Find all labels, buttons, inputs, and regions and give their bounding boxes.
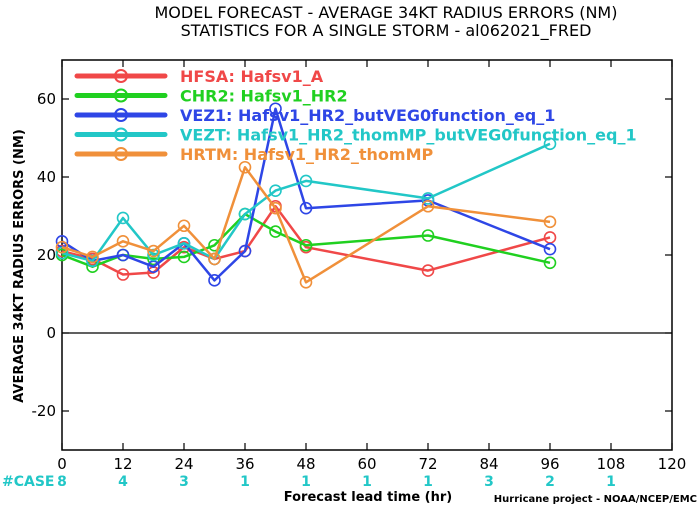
data-point bbox=[421, 264, 435, 277]
axes: 0 12 24 36 48 60 72 84 96 108 120 -20 0 20 40 60 bbox=[32, 60, 687, 473]
legend-item-hrtm: HRTM: Hafsv1_HR2_thomMP bbox=[74, 145, 434, 164]
x-tick-label: 84 bbox=[479, 455, 498, 473]
y-tick-label: 0 bbox=[46, 324, 56, 342]
data-point bbox=[299, 174, 313, 188]
legend-label: VEZT: Hafsv1_HR2_thomMP_butVEG0function_… bbox=[180, 126, 637, 145]
x-axis-label: Forecast lead time (hr) bbox=[284, 490, 452, 505]
data-point bbox=[543, 137, 557, 151]
case-count: 1 bbox=[301, 474, 311, 490]
y-axis-label: AVERAGE 34KT RADIUS ERRORS (NM) bbox=[12, 129, 27, 403]
chart-subtitle: STATISTICS FOR A SINGLE STORM - al062021… bbox=[181, 21, 592, 41]
case-count: 8 bbox=[57, 474, 67, 490]
series-line bbox=[61, 212, 551, 268]
data-point bbox=[299, 238, 313, 252]
data-point bbox=[86, 254, 99, 268]
data-point bbox=[116, 248, 130, 262]
series-chr2 bbox=[55, 207, 557, 274]
legend-item-chr2: CHR2: Hafsv1_HR2 bbox=[74, 87, 348, 106]
x-tick-label: 72 bbox=[418, 455, 437, 473]
data-point bbox=[238, 160, 252, 174]
data-point bbox=[421, 199, 435, 213]
x-tick-label: 0 bbox=[57, 455, 67, 473]
x-tick-label: 120 bbox=[658, 455, 687, 473]
data-point bbox=[421, 229, 435, 242]
x-tick-label: 96 bbox=[540, 455, 559, 473]
case-count: 2 bbox=[545, 474, 555, 490]
data-point bbox=[177, 237, 191, 250]
y-tick-label: 60 bbox=[37, 90, 56, 108]
data-point bbox=[177, 219, 191, 233]
case-count: 3 bbox=[179, 474, 189, 490]
data-point bbox=[299, 201, 313, 215]
legend-swatch-marker bbox=[114, 147, 128, 161]
data-point bbox=[543, 256, 557, 270]
x-tick-label: 48 bbox=[296, 455, 315, 473]
y-tick-label: 40 bbox=[37, 168, 56, 186]
legend-swatch-marker bbox=[114, 88, 128, 103]
x-tick-label: 60 bbox=[357, 455, 376, 473]
data-point bbox=[86, 250, 99, 264]
case-count: 3 bbox=[484, 474, 494, 490]
data-point bbox=[177, 250, 191, 264]
legend-item-vezt: VEZT: Hafsv1_HR2_thomMP_butVEG0function_… bbox=[74, 126, 637, 145]
case-count: 1 bbox=[423, 474, 433, 490]
legend-swatch-marker bbox=[114, 69, 128, 83]
y-tick-label: 20 bbox=[37, 246, 56, 264]
x-tick-label: 108 bbox=[597, 455, 626, 473]
data-point bbox=[116, 235, 130, 248]
case-count: 1 bbox=[362, 474, 372, 490]
series-line bbox=[61, 107, 551, 282]
x-tick-label: 12 bbox=[113, 455, 132, 473]
data-point bbox=[208, 274, 221, 287]
legend-item-hfsa: HFSA: Hafsv1_A bbox=[74, 67, 324, 86]
data-point bbox=[238, 244, 252, 258]
legend-label: CHR2: Hafsv1_HR2 bbox=[180, 87, 348, 106]
case-counts: 8 4 3 1 1 1 1 3 2 1 bbox=[57, 474, 616, 490]
legend-label: HRTM: Hafsv1_HR2_thomMP bbox=[180, 145, 434, 164]
series-group bbox=[55, 102, 557, 289]
data-point bbox=[269, 225, 282, 238]
credit-text: Hurricane project - NOAA/NCEP/EMC bbox=[494, 494, 697, 505]
legend-label: HFSA: Hafsv1_A bbox=[180, 67, 324, 86]
legend-swatch-marker bbox=[114, 108, 128, 122]
data-point bbox=[269, 102, 282, 116]
y-tick-label: -20 bbox=[32, 402, 57, 420]
legend-label: VEZ1: Hafsv1_HR2_butVEG0function_eq_1 bbox=[180, 106, 555, 125]
data-point bbox=[421, 192, 435, 205]
data-point bbox=[299, 275, 313, 289]
legend-item-vez1: VEZ1: Hafsv1_HR2_butVEG0function_eq_1 bbox=[74, 106, 555, 125]
case-count: 1 bbox=[240, 474, 250, 490]
data-point bbox=[208, 252, 221, 266]
legend-swatch-marker bbox=[114, 127, 128, 142]
series-line bbox=[61, 166, 551, 284]
chart-title: MODEL FORECAST - AVERAGE 34KT RADIUS ERR… bbox=[155, 3, 618, 22]
data-point bbox=[238, 207, 252, 221]
plot-area bbox=[61, 59, 673, 451]
case-count: 4 bbox=[118, 474, 128, 490]
x-tick-label: 24 bbox=[174, 455, 193, 473]
data-point bbox=[55, 240, 69, 254]
data-point bbox=[147, 244, 160, 258]
data-point bbox=[116, 211, 130, 225]
data-point bbox=[543, 215, 557, 229]
x-tick-label: 36 bbox=[235, 455, 254, 473]
series-hrtm bbox=[55, 160, 557, 289]
case-count: 1 bbox=[606, 474, 616, 490]
data-point bbox=[116, 268, 130, 281]
plot-frame bbox=[61, 59, 673, 451]
data-point bbox=[269, 184, 282, 197]
case-label: #CASE bbox=[2, 474, 55, 490]
data-point bbox=[543, 242, 557, 256]
data-point bbox=[269, 201, 282, 215]
